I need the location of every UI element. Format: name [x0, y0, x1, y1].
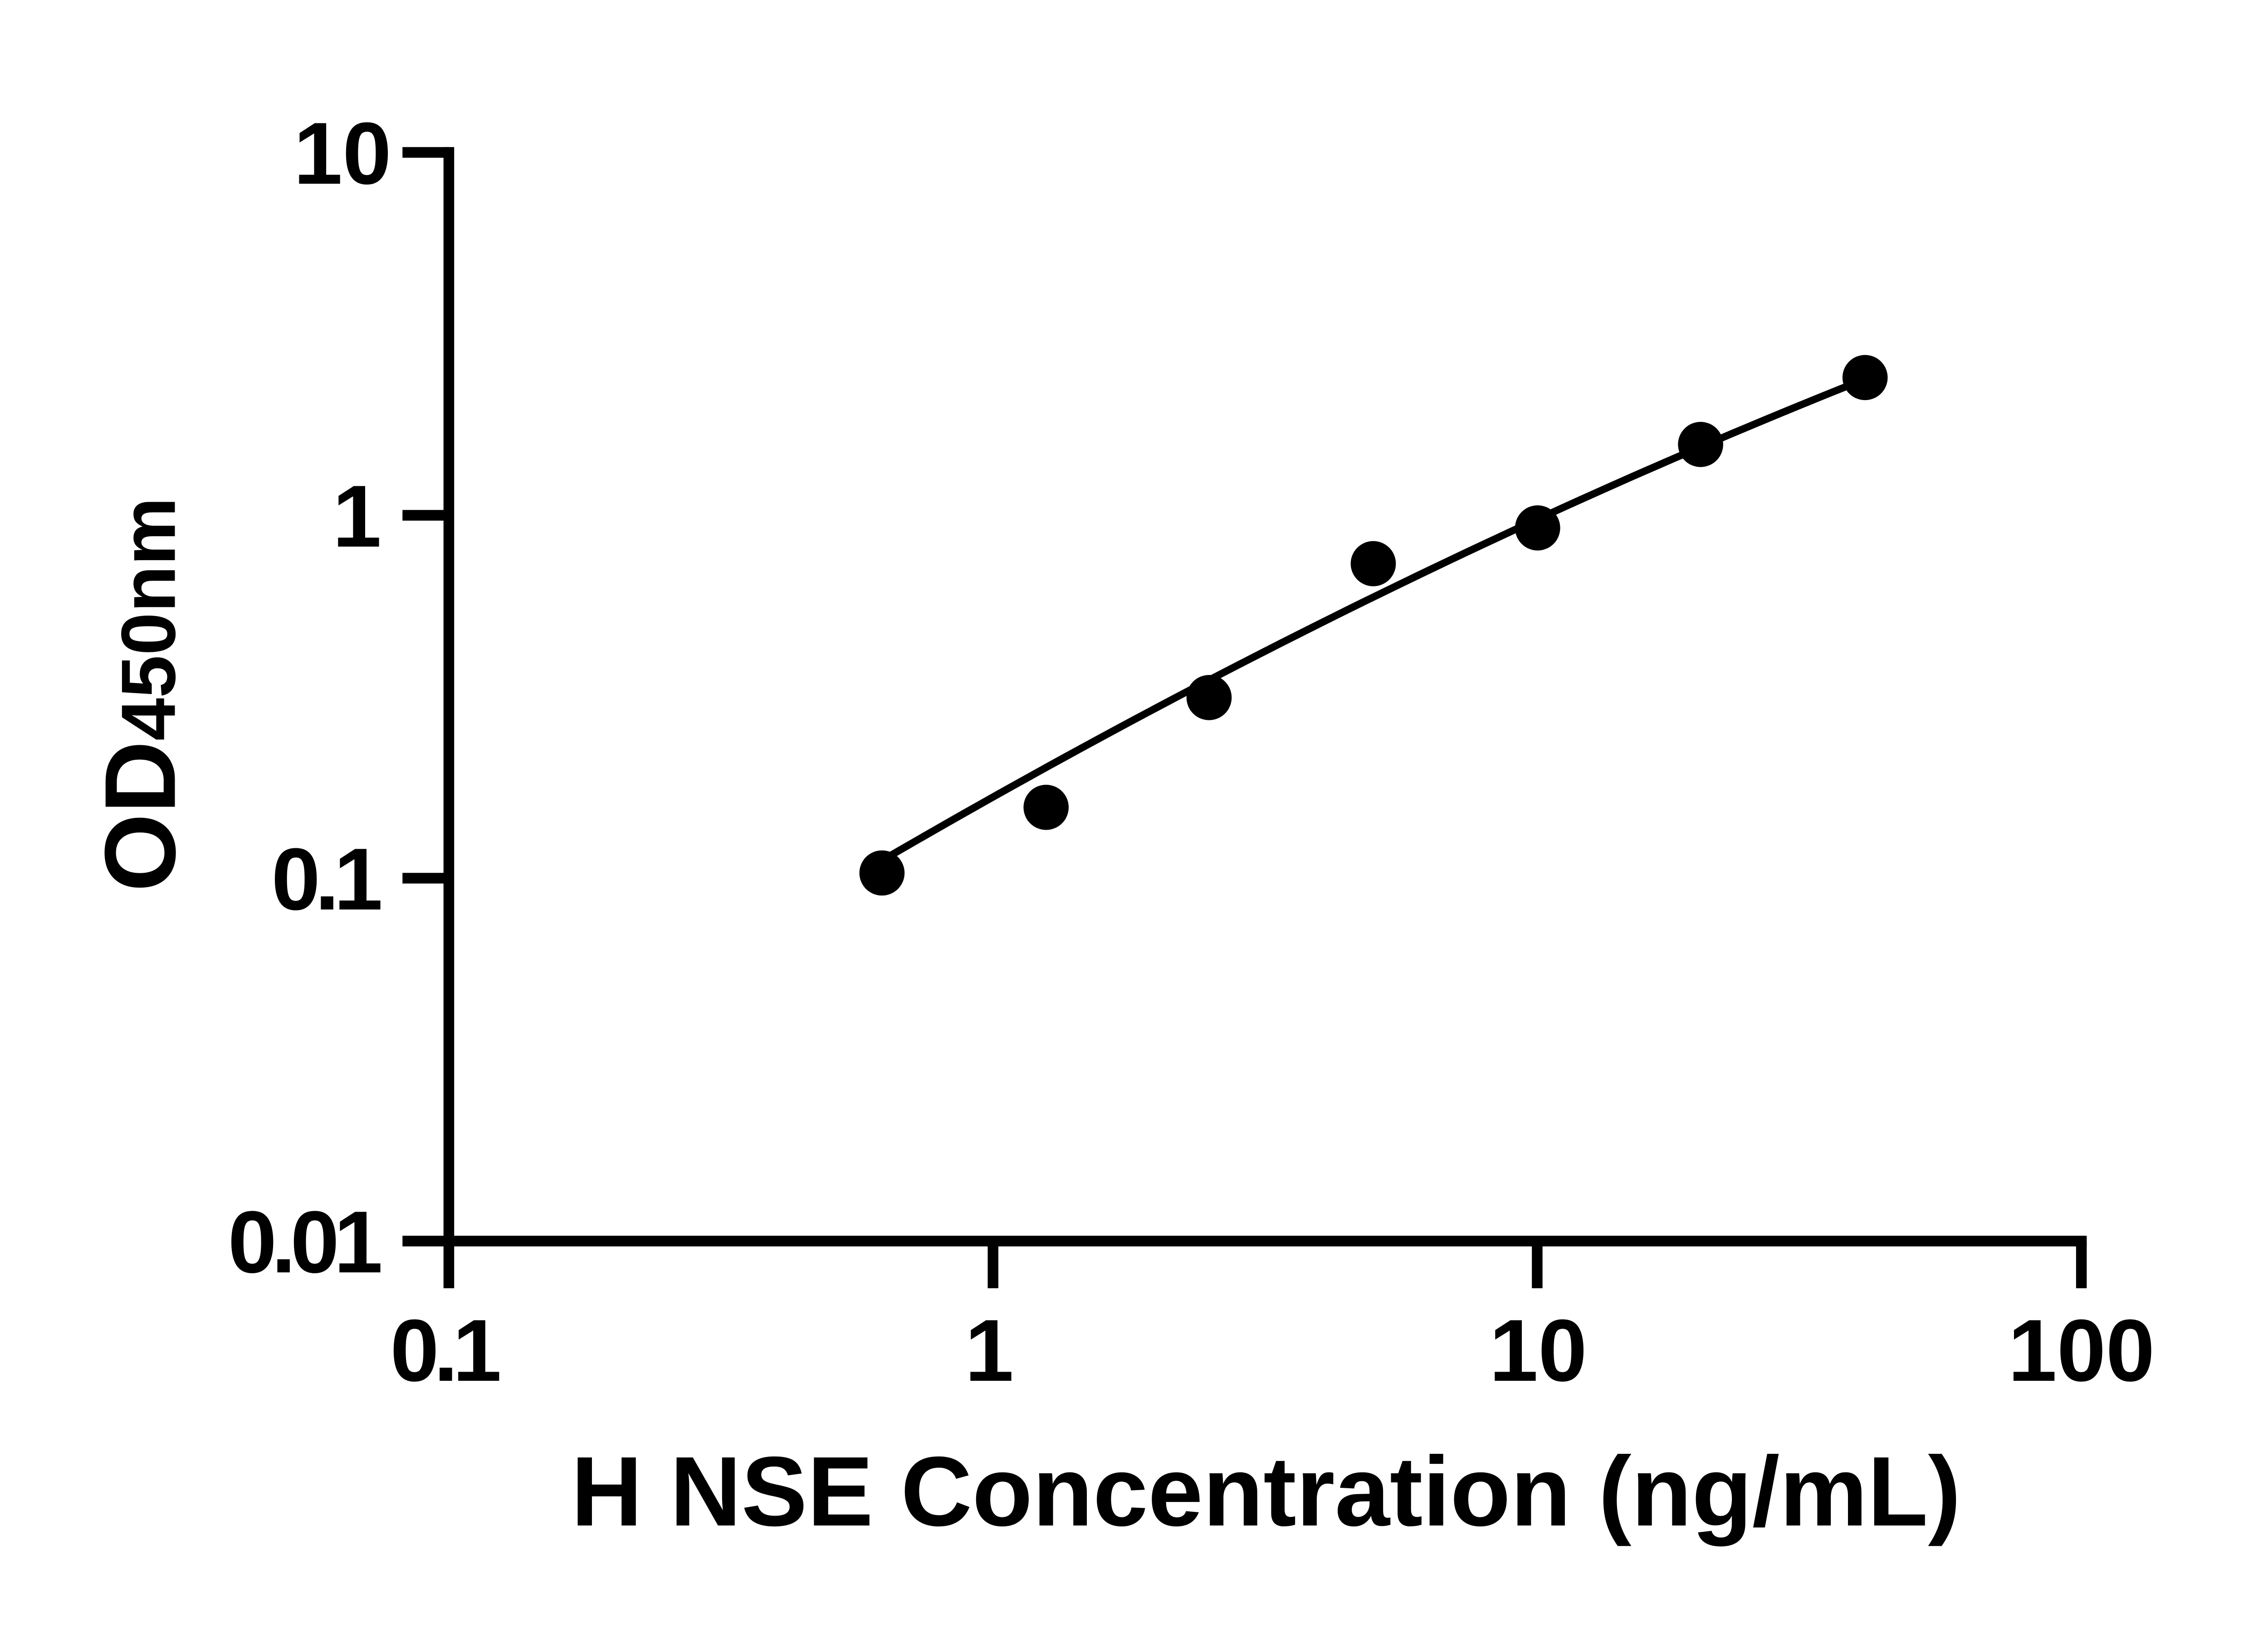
- svg-text:100: 100: [2008, 1301, 2155, 1400]
- svg-text:0.1: 0.1: [390, 1301, 499, 1400]
- svg-text:0.01: 0.01: [228, 1193, 381, 1291]
- svg-text:H NSE Concentration (ng/mL): H NSE Concentration (ng/mL): [571, 1437, 1961, 1547]
- svg-text:10: 10: [1489, 1301, 1587, 1400]
- svg-text:10: 10: [293, 104, 391, 203]
- svg-text:1: 1: [965, 1301, 1014, 1400]
- svg-text:0.1: 0.1: [271, 830, 381, 929]
- svg-text:1: 1: [332, 467, 381, 566]
